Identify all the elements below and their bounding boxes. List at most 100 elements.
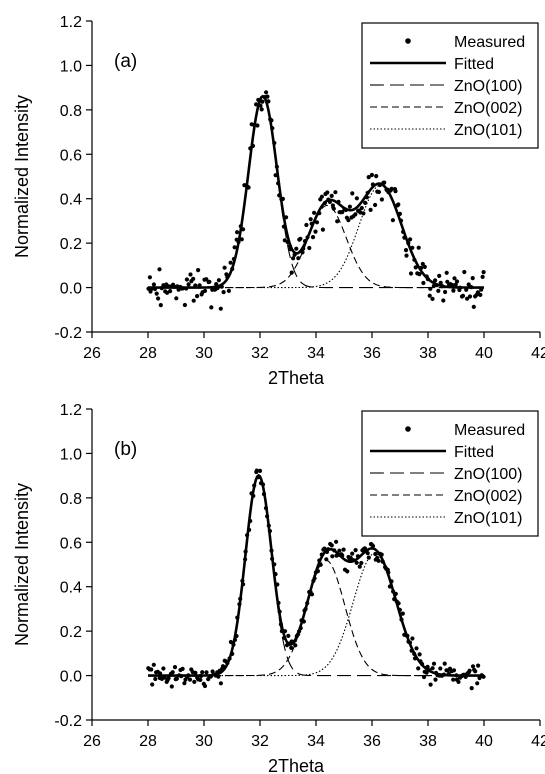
measured-point xyxy=(441,672,446,677)
measured-point xyxy=(419,265,424,271)
measured-point xyxy=(275,582,280,587)
measured-point xyxy=(197,283,202,288)
measured-point xyxy=(318,562,323,567)
measured-point xyxy=(428,682,433,687)
measured-point xyxy=(330,554,335,559)
measured-point xyxy=(312,576,317,581)
measured-point xyxy=(412,656,418,661)
measured-point xyxy=(336,552,341,557)
measured-point xyxy=(379,197,384,202)
legend-label: ZnO(002) xyxy=(454,488,522,505)
measured-point xyxy=(270,556,275,561)
measured-point xyxy=(265,514,270,519)
measured-point xyxy=(157,267,162,272)
measured-point xyxy=(440,284,445,289)
measured-point xyxy=(152,286,158,292)
measured-point xyxy=(272,140,277,146)
measured-point xyxy=(416,245,421,250)
measured-point xyxy=(297,629,302,634)
measured-point xyxy=(174,296,179,301)
measured-point xyxy=(200,670,205,675)
measured-point xyxy=(396,202,401,207)
legend-label: ZnO(100) xyxy=(454,78,522,95)
measured-point xyxy=(346,218,351,223)
measured-point xyxy=(294,246,299,251)
measured-point xyxy=(169,684,174,689)
measured-point xyxy=(147,275,152,280)
measured-point xyxy=(238,596,243,602)
y-tick-label: 0.0 xyxy=(60,281,82,298)
measured-point xyxy=(180,666,185,672)
measured-point xyxy=(219,284,224,289)
measured-point xyxy=(407,640,413,645)
measured-point xyxy=(357,564,362,569)
x-tick-label: 32 xyxy=(251,345,269,362)
measured-point xyxy=(390,218,395,223)
measured-point xyxy=(279,629,284,634)
measured-point xyxy=(248,518,253,524)
measured-point xyxy=(438,280,443,285)
measured-point xyxy=(469,686,474,691)
measured-point xyxy=(182,302,187,308)
measured-point xyxy=(180,286,185,291)
measured-point xyxy=(149,667,154,672)
measured-point xyxy=(412,257,417,262)
measured-point xyxy=(256,475,261,480)
measured-point xyxy=(410,245,415,250)
measured-point xyxy=(355,554,360,559)
measured-point xyxy=(454,673,459,678)
measured-point xyxy=(353,548,358,553)
measured-point xyxy=(215,286,220,291)
measured-point xyxy=(445,279,450,284)
measured-point xyxy=(463,674,468,680)
measured-point xyxy=(319,194,324,199)
measured-point xyxy=(408,237,413,242)
measured-point xyxy=(202,288,208,293)
measured-point xyxy=(410,636,415,641)
measured-point xyxy=(454,279,460,284)
measured-point xyxy=(287,243,292,248)
measured-point xyxy=(186,673,191,678)
measured-point xyxy=(282,635,287,640)
measured-point xyxy=(309,592,315,597)
x-tick-label: 36 xyxy=(363,733,381,750)
measured-point xyxy=(225,661,230,666)
measured-point xyxy=(150,682,155,687)
measured-point xyxy=(473,669,478,674)
measured-point xyxy=(370,543,376,549)
measured-point xyxy=(444,270,449,275)
measured-point xyxy=(434,283,439,288)
y-tick-label: 0.2 xyxy=(60,236,82,253)
measured-point xyxy=(243,549,248,554)
measured-point xyxy=(399,617,404,622)
measured-point xyxy=(298,626,303,631)
measured-point xyxy=(348,555,353,560)
measured-point xyxy=(251,493,256,498)
measured-point xyxy=(310,235,316,240)
measured-point xyxy=(405,633,410,638)
legend-label: Fitted xyxy=(454,444,494,461)
y-tick-label: 0.8 xyxy=(60,103,82,120)
measured-point xyxy=(380,559,385,564)
measured-point xyxy=(322,200,327,206)
measured-point xyxy=(414,646,419,651)
measured-point xyxy=(252,122,257,128)
measured-point xyxy=(270,126,275,131)
measured-point xyxy=(412,651,417,657)
measured-point xyxy=(161,666,166,671)
x-tick-label: 32 xyxy=(251,733,269,750)
measured-point xyxy=(314,220,320,225)
y-tick-label: 0.6 xyxy=(60,535,82,552)
measured-point xyxy=(379,552,384,557)
measured-point xyxy=(158,671,163,676)
measured-point xyxy=(345,569,350,574)
measured-point xyxy=(470,664,476,669)
measured-point xyxy=(341,547,346,552)
measured-point xyxy=(330,203,335,208)
measured-point xyxy=(347,204,352,209)
measured-point xyxy=(393,189,398,194)
measured-point xyxy=(337,548,342,553)
measured-point xyxy=(406,241,411,246)
measured-point xyxy=(237,602,242,607)
measured-point xyxy=(234,633,239,639)
